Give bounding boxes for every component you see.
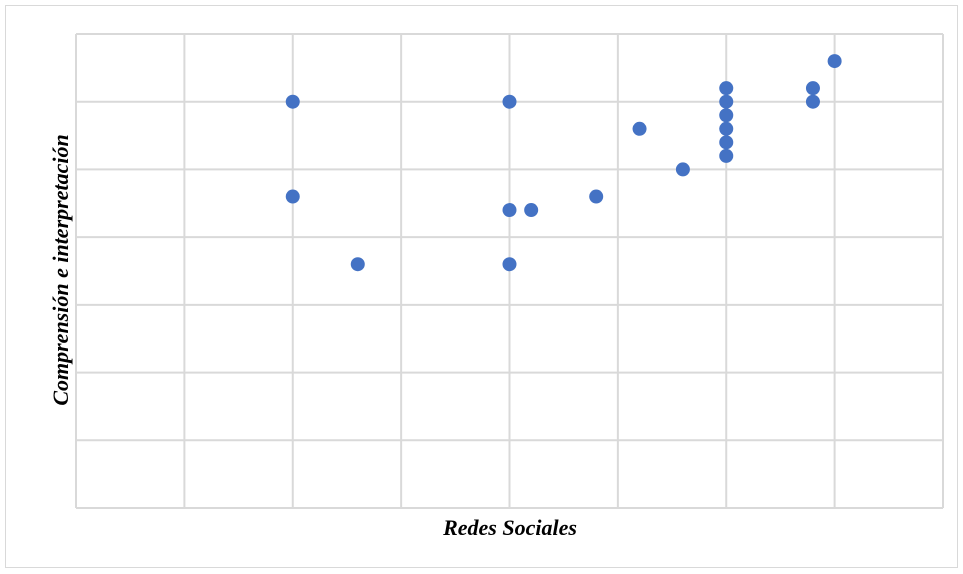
data-point (719, 81, 734, 96)
data-point (675, 162, 690, 177)
data-point (719, 94, 734, 109)
data-point (632, 121, 647, 136)
data-point (285, 94, 300, 109)
data-point (719, 135, 734, 150)
data-points (285, 54, 842, 272)
data-point (524, 203, 539, 218)
data-point (350, 257, 365, 272)
data-point (502, 257, 517, 272)
x-axis-title: Redes Sociales (442, 515, 577, 540)
grid (75, 33, 944, 509)
data-point (719, 108, 734, 123)
data-point (805, 81, 820, 96)
data-point (827, 54, 842, 69)
data-point (502, 94, 517, 109)
data-point (589, 189, 604, 204)
data-point (719, 148, 734, 163)
y-axis-title: Comprensión e interpretación (48, 134, 73, 405)
chart-frame (5, 5, 958, 568)
data-point (502, 203, 517, 218)
data-point (719, 121, 734, 136)
data-point (805, 94, 820, 109)
data-point (285, 189, 300, 204)
